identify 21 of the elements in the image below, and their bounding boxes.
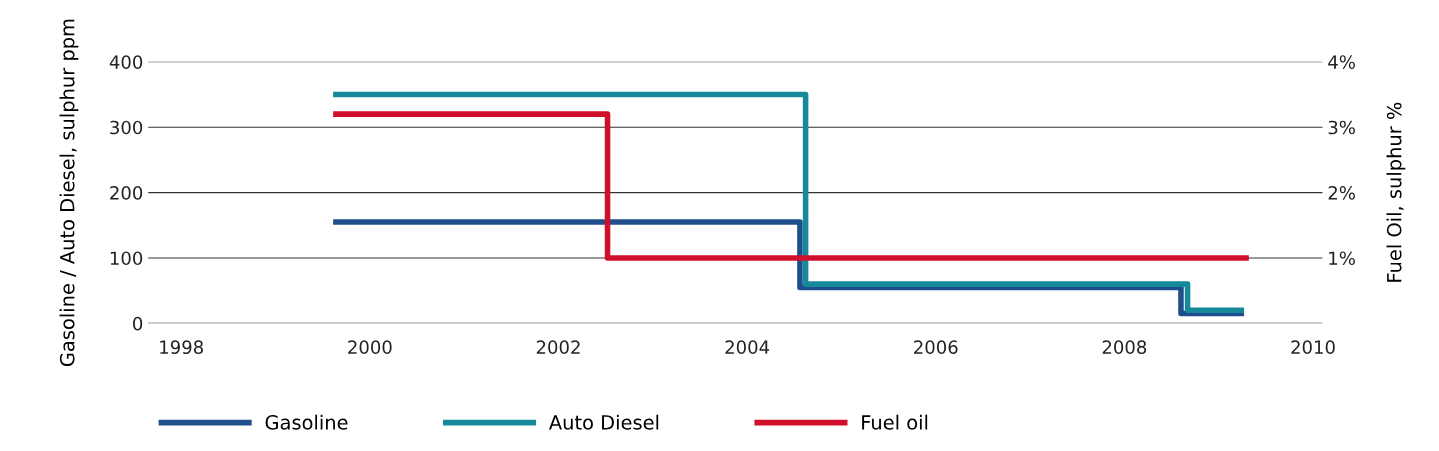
y-tick-label: 300 xyxy=(110,120,143,135)
legend-label: Auto Diesel xyxy=(548,414,659,430)
x-tick-label: 2004 xyxy=(725,340,770,355)
x-tick-label: 2006 xyxy=(914,340,958,355)
y-tick-label: 0 xyxy=(133,316,143,331)
x-tick-label: 1998 xyxy=(160,340,203,355)
y2-tick-label: 2% xyxy=(1328,186,1355,200)
y-tick-label: 200 xyxy=(110,186,143,200)
x-tick-label: 2002 xyxy=(536,340,580,355)
y2-tick-label: 1% xyxy=(1329,251,1355,266)
y2-axis-title: Fuel Oil, sulphur % xyxy=(1386,102,1406,282)
y2-tick-label: 3% xyxy=(1328,120,1355,135)
y-axis-title: Gasoline / Auto Diesel, sulphur ppm xyxy=(59,19,79,367)
x-tick-label: 2000 xyxy=(348,340,392,355)
y2-tick-label: 4% xyxy=(1328,55,1355,69)
legend-label: Gasoline xyxy=(265,414,348,430)
legend-label: Fuel oil xyxy=(862,414,928,430)
y-tick-label: 100 xyxy=(110,251,143,266)
y-tick-label: 400 xyxy=(109,55,143,69)
x-tick-label: 2008 xyxy=(1102,340,1147,355)
x-tick-label: 2010 xyxy=(1291,340,1335,355)
